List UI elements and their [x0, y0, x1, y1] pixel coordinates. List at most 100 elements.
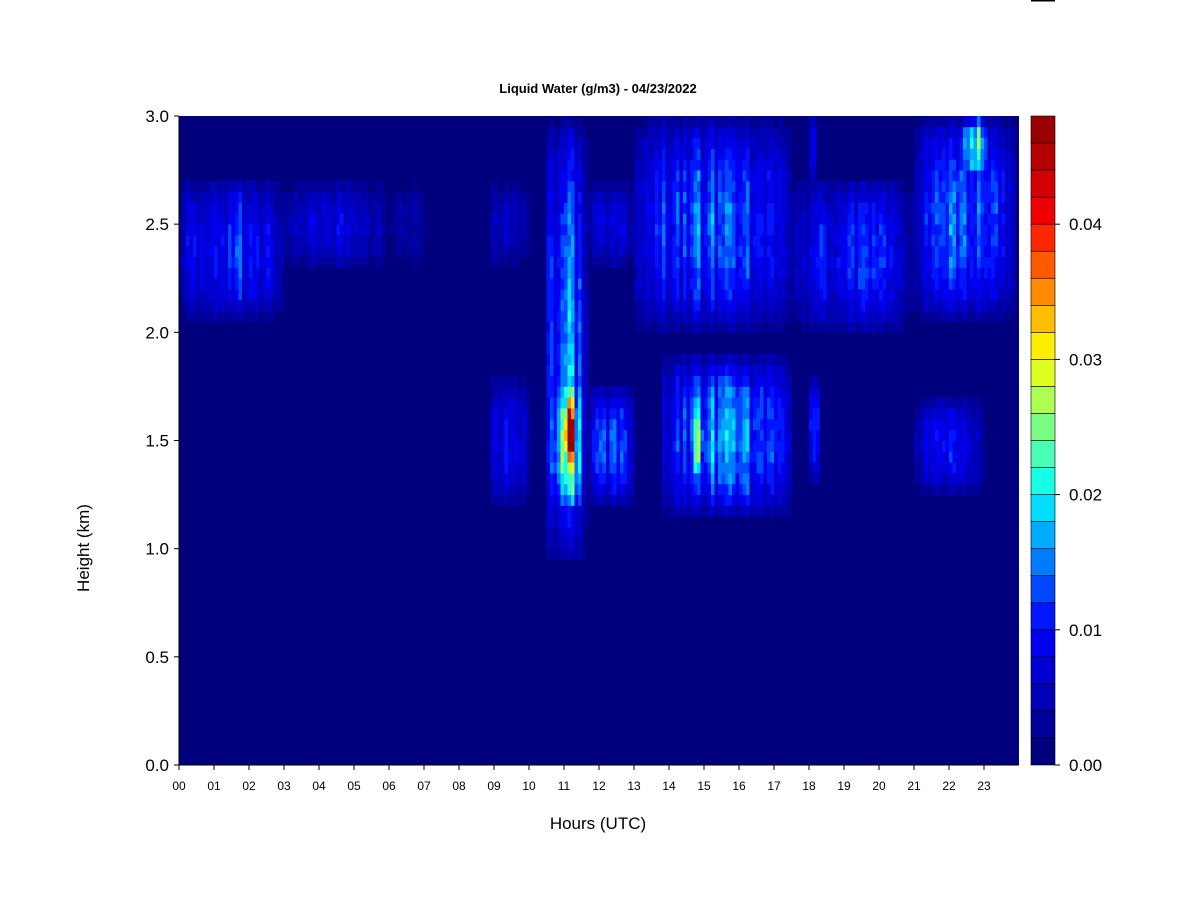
heatmap-cell — [718, 472, 722, 485]
heatmap-cell — [767, 483, 771, 495]
heatmap-cell — [749, 353, 754, 366]
heatmap-cell — [875, 213, 880, 225]
heatmap-cell — [823, 321, 827, 333]
heatmap-cell — [609, 256, 614, 268]
heatmap-cell — [319, 213, 323, 225]
heatmap-cell — [581, 224, 586, 236]
heatmap-cell — [585, 364, 589, 376]
heatmap-cell — [770, 483, 775, 495]
heatmap-cell — [725, 386, 729, 398]
heatmap-cell — [760, 299, 764, 312]
heatmap-cell — [662, 462, 666, 474]
heatmap-cell — [490, 234, 495, 247]
heatmap-cell — [931, 429, 936, 441]
heatmap-cell — [525, 440, 530, 452]
heatmap-cell — [924, 397, 929, 409]
heatmap-cell — [753, 224, 757, 236]
heatmap-cell — [763, 321, 768, 333]
heatmap-cell — [333, 180, 337, 193]
heatmap-cell — [816, 440, 820, 452]
heatmap-cell — [781, 213, 785, 225]
heatmap-cell — [581, 462, 586, 474]
heatmap-cell — [809, 418, 813, 431]
heatmap-cell — [844, 202, 848, 214]
heatmap-cell — [560, 494, 565, 506]
heatmap-cell — [998, 213, 1002, 225]
heatmap-cell — [725, 353, 729, 366]
heatmap-cell — [518, 483, 523, 495]
heatmap-cell — [952, 245, 957, 258]
heatmap-cell — [245, 224, 250, 236]
heatmap-cell — [858, 299, 862, 312]
heatmap-cell — [721, 159, 726, 171]
heatmap-cell — [700, 245, 705, 258]
heatmap-cell — [690, 234, 694, 247]
heatmap-cell — [774, 353, 778, 366]
heatmap-cell — [872, 234, 876, 247]
heatmap-cell — [774, 256, 778, 268]
heatmap-cell — [714, 299, 719, 312]
heatmap-cell — [746, 180, 750, 193]
heatmap-cell — [991, 245, 995, 258]
heatmap-cell — [949, 213, 953, 225]
heatmap-cell — [777, 289, 782, 301]
heatmap-cell — [189, 213, 194, 225]
heatmap-cell — [249, 289, 253, 301]
heatmap-cell — [875, 267, 880, 279]
heatmap-cell — [777, 321, 782, 333]
heatmap-cell — [739, 256, 743, 268]
heatmap-cell — [833, 256, 838, 268]
heatmap-cell — [494, 245, 498, 258]
heatmap-cell — [840, 213, 845, 225]
heatmap-cell — [581, 451, 586, 463]
heatmap-cell — [693, 126, 698, 139]
heatmap-cell — [742, 116, 747, 128]
heatmap-cell — [231, 202, 236, 214]
heatmap-cell — [753, 116, 757, 128]
heatmap-cell — [679, 462, 684, 474]
heatmap-cell — [217, 234, 222, 247]
heatmap-cell — [809, 224, 813, 236]
heatmap-cell — [714, 451, 719, 463]
heatmap-cell — [620, 213, 624, 225]
heatmap-cell — [690, 429, 694, 441]
heatmap-cell — [802, 180, 806, 193]
heatmap-cell — [879, 289, 883, 301]
heatmap-cell — [770, 418, 775, 431]
heatmap-cell — [683, 202, 687, 214]
heatmap-cell — [1005, 310, 1009, 322]
heatmap-cell — [774, 321, 778, 333]
heatmap-cell — [725, 321, 729, 333]
heatmap-cell — [389, 191, 393, 203]
heatmap-cell — [728, 408, 733, 420]
heatmap-cell — [812, 440, 817, 452]
heatmap-cell — [644, 180, 649, 193]
heatmap-cell — [763, 170, 768, 182]
heatmap-cell — [1008, 159, 1013, 171]
heatmap-cell — [620, 472, 624, 485]
heatmap-cell — [651, 126, 656, 139]
heatmap-cell — [571, 137, 575, 149]
heatmap-cell — [578, 483, 582, 495]
heatmap-cell — [623, 397, 628, 409]
heatmap-cell — [924, 159, 929, 171]
heatmap-cell — [602, 245, 607, 258]
heatmap-cell — [490, 202, 495, 214]
heatmap-cell — [686, 310, 691, 322]
heatmap-cell — [704, 397, 708, 409]
heatmap-cell — [861, 224, 866, 236]
heatmap-cell — [900, 289, 904, 301]
heatmap-cell — [595, 224, 600, 236]
heatmap-cell — [795, 245, 799, 258]
heatmap-cell — [553, 213, 558, 225]
heatmap-cell — [882, 278, 887, 290]
heatmap-cell — [581, 527, 586, 539]
heatmap-cell — [319, 256, 323, 268]
heatmap-cell — [945, 472, 950, 485]
heatmap-cell — [928, 483, 932, 495]
heatmap-cell — [238, 234, 243, 247]
heatmap-cell — [956, 191, 960, 203]
heatmap-cell — [956, 472, 960, 485]
heatmap-cell — [994, 148, 999, 160]
heatmap-cell — [732, 148, 736, 160]
